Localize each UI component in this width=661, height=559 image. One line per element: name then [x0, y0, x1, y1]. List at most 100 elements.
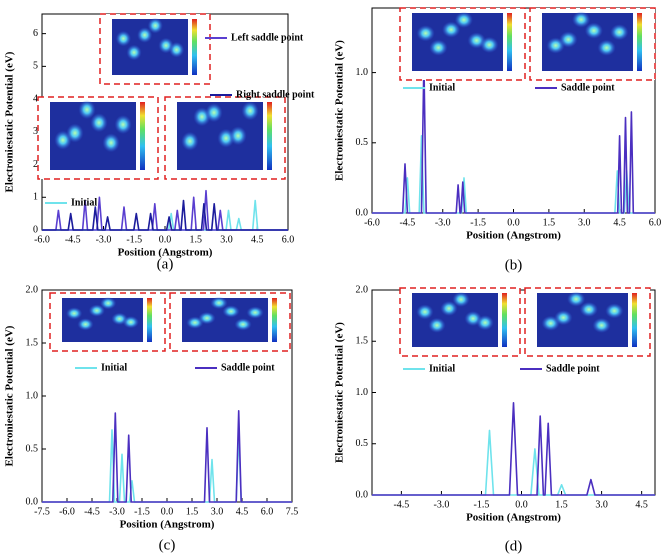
- series-line: [42, 189, 288, 231]
- y-tick-label: 1.0: [356, 387, 369, 398]
- inset-blob: [428, 317, 446, 333]
- inset-blob: [114, 115, 132, 135]
- y-tick-label: 0.0: [26, 496, 39, 507]
- x-tick-label: -7.5: [34, 506, 50, 517]
- x-tick-label: 6.0: [282, 234, 295, 245]
- y-tick-label: 6: [33, 28, 38, 39]
- legend-label: Saddle point: [221, 362, 275, 373]
- series-line: [372, 402, 655, 496]
- y-tick-label: 1.5: [26, 337, 39, 348]
- inset-blob: [554, 310, 573, 326]
- inset-blob: [102, 133, 120, 153]
- y-tick-label: 3: [33, 126, 38, 137]
- series-line: [372, 60, 655, 214]
- inset-colorbar: [272, 298, 277, 342]
- x-tick-label: -6.0: [34, 234, 50, 245]
- legend-label: Right saddle point: [236, 89, 315, 100]
- inset-blob: [610, 24, 629, 41]
- inset-blob: [559, 31, 578, 48]
- inset-blob: [584, 22, 603, 39]
- x-tick-label: 3.0: [211, 506, 224, 517]
- y-tick-label: 2.0: [26, 284, 39, 295]
- x-axis-title: Position (Angstrom): [120, 519, 215, 531]
- legend-label: Initial: [429, 82, 455, 93]
- x-axis-title: Position (Angstrom): [466, 512, 561, 524]
- x-tick-label: -1.5: [470, 217, 486, 228]
- inset-blob: [234, 318, 252, 331]
- x-tick-label: -1.5: [474, 499, 490, 510]
- legend-label: Saddle point: [546, 363, 600, 374]
- inset-blob: [169, 41, 185, 58]
- x-tick-label: 0.0: [161, 506, 174, 517]
- x-tick-label: 1.5: [190, 234, 203, 245]
- inset-blob: [440, 300, 458, 317]
- legend-label: Left saddle point: [231, 32, 304, 43]
- inset-blob: [416, 25, 435, 42]
- y-axis-title: Electroniestatic Potential (eV): [4, 51, 16, 192]
- x-tick-label: 6.0: [649, 217, 661, 228]
- series-line: [42, 410, 292, 503]
- x-tick-label: -6.0: [364, 217, 380, 228]
- inset-colorbar: [507, 13, 512, 71]
- x-axis-title: Position (Angstrom): [466, 230, 561, 242]
- legend-label: Saddle point: [561, 82, 615, 93]
- y-tick-label: 0.0: [356, 207, 369, 218]
- y-tick-label: 1.0: [26, 390, 39, 401]
- inset-blob: [452, 291, 470, 307]
- inset-blob: [416, 304, 434, 320]
- inset-blob: [205, 103, 223, 123]
- x-tick-label: 0.0: [159, 234, 172, 245]
- x-tick-label: 4.5: [613, 217, 626, 228]
- legend-label: Initial: [71, 197, 97, 208]
- y-axis-title: Electroniestatic Potential (eV): [334, 322, 346, 463]
- inset-blob: [605, 303, 624, 319]
- series-line: [42, 199, 288, 231]
- y-tick-label: 1: [33, 192, 38, 203]
- x-tick-label: -4.5: [399, 217, 415, 228]
- inset-blob: [442, 21, 461, 38]
- x-tick-label: 3.0: [220, 234, 233, 245]
- series-line: [372, 135, 655, 214]
- series-line: [42, 429, 292, 503]
- y-tick-label: 0: [33, 224, 38, 235]
- inset-blob: [597, 39, 616, 56]
- x-tick-label: 3.0: [578, 217, 591, 228]
- x-tick-label: -1.5: [134, 506, 150, 517]
- x-tick-label: -1.5: [126, 234, 142, 245]
- panel-label: (d): [505, 538, 523, 554]
- inset-blob: [579, 301, 598, 318]
- inset-blob: [229, 126, 247, 146]
- inset-blob: [66, 307, 83, 320]
- x-tick-label: 0.0: [507, 217, 520, 228]
- y-tick-label: 5: [33, 61, 38, 72]
- x-tick-label: -4.5: [65, 234, 81, 245]
- inset-colorbar: [502, 293, 507, 347]
- inset-colorbar: [147, 298, 152, 342]
- y-tick-label: 1.0: [356, 67, 369, 78]
- inset-blob: [66, 123, 84, 143]
- y-tick-label: 0.5: [26, 443, 39, 454]
- x-tick-label: -4.5: [393, 499, 409, 510]
- inset-blob: [592, 317, 611, 333]
- inset-blob: [147, 17, 163, 34]
- inset-blob: [198, 311, 216, 325]
- inset-blob: [78, 100, 96, 120]
- inset-blob: [77, 318, 94, 331]
- inset-blob: [241, 101, 259, 121]
- inset-colorbar: [632, 293, 637, 347]
- x-tick-label: 1.5: [186, 506, 199, 517]
- x-tick-label: 4.5: [635, 499, 648, 510]
- legend-label: Initial: [101, 362, 127, 373]
- inset-blob: [476, 315, 494, 331]
- x-tick-label: -3.0: [433, 499, 449, 510]
- legend-label: Initial: [429, 363, 455, 374]
- x-tick-label: -6.0: [59, 506, 75, 517]
- inset-blob: [429, 39, 448, 56]
- inset-blob: [246, 306, 264, 319]
- x-tick-label: 1.5: [555, 499, 568, 510]
- y-tick-label: 2.0: [356, 284, 369, 295]
- inset-blob: [115, 30, 131, 47]
- x-tick-label: 0.0: [515, 499, 528, 510]
